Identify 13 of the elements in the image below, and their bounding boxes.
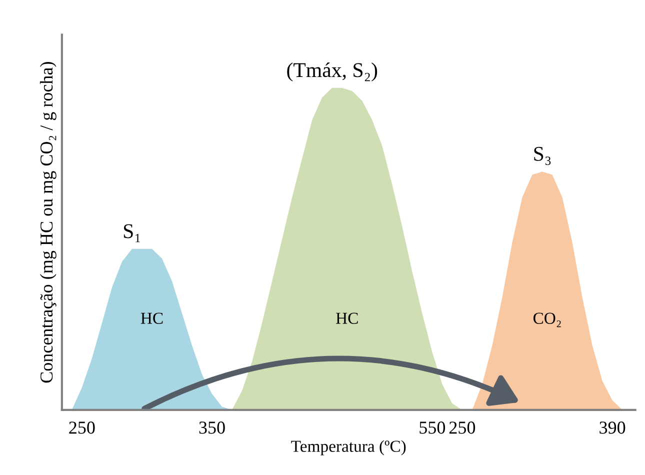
y-axis-title: Concentração (mg HC ou mg CO₂ / g rocha) bbox=[40, 62, 56, 383]
x-tick-label: 250 bbox=[449, 422, 476, 434]
series-label: (Tmáx, S₂) bbox=[287, 62, 378, 82]
annotation: HC bbox=[140, 312, 163, 324]
series-label: S₃ bbox=[534, 146, 551, 165]
x-tick-label: 550 bbox=[420, 422, 446, 434]
x-tick-label: 350 bbox=[199, 422, 225, 434]
annotation: HC bbox=[336, 312, 358, 324]
annotation: CO₂ bbox=[533, 312, 561, 328]
x-axis-title: Temperatura (ºC) bbox=[291, 440, 406, 456]
x-tick-label: 250 bbox=[69, 422, 95, 434]
x-tick-label: 390 bbox=[600, 422, 626, 434]
series-label: S₁ bbox=[124, 224, 140, 242]
